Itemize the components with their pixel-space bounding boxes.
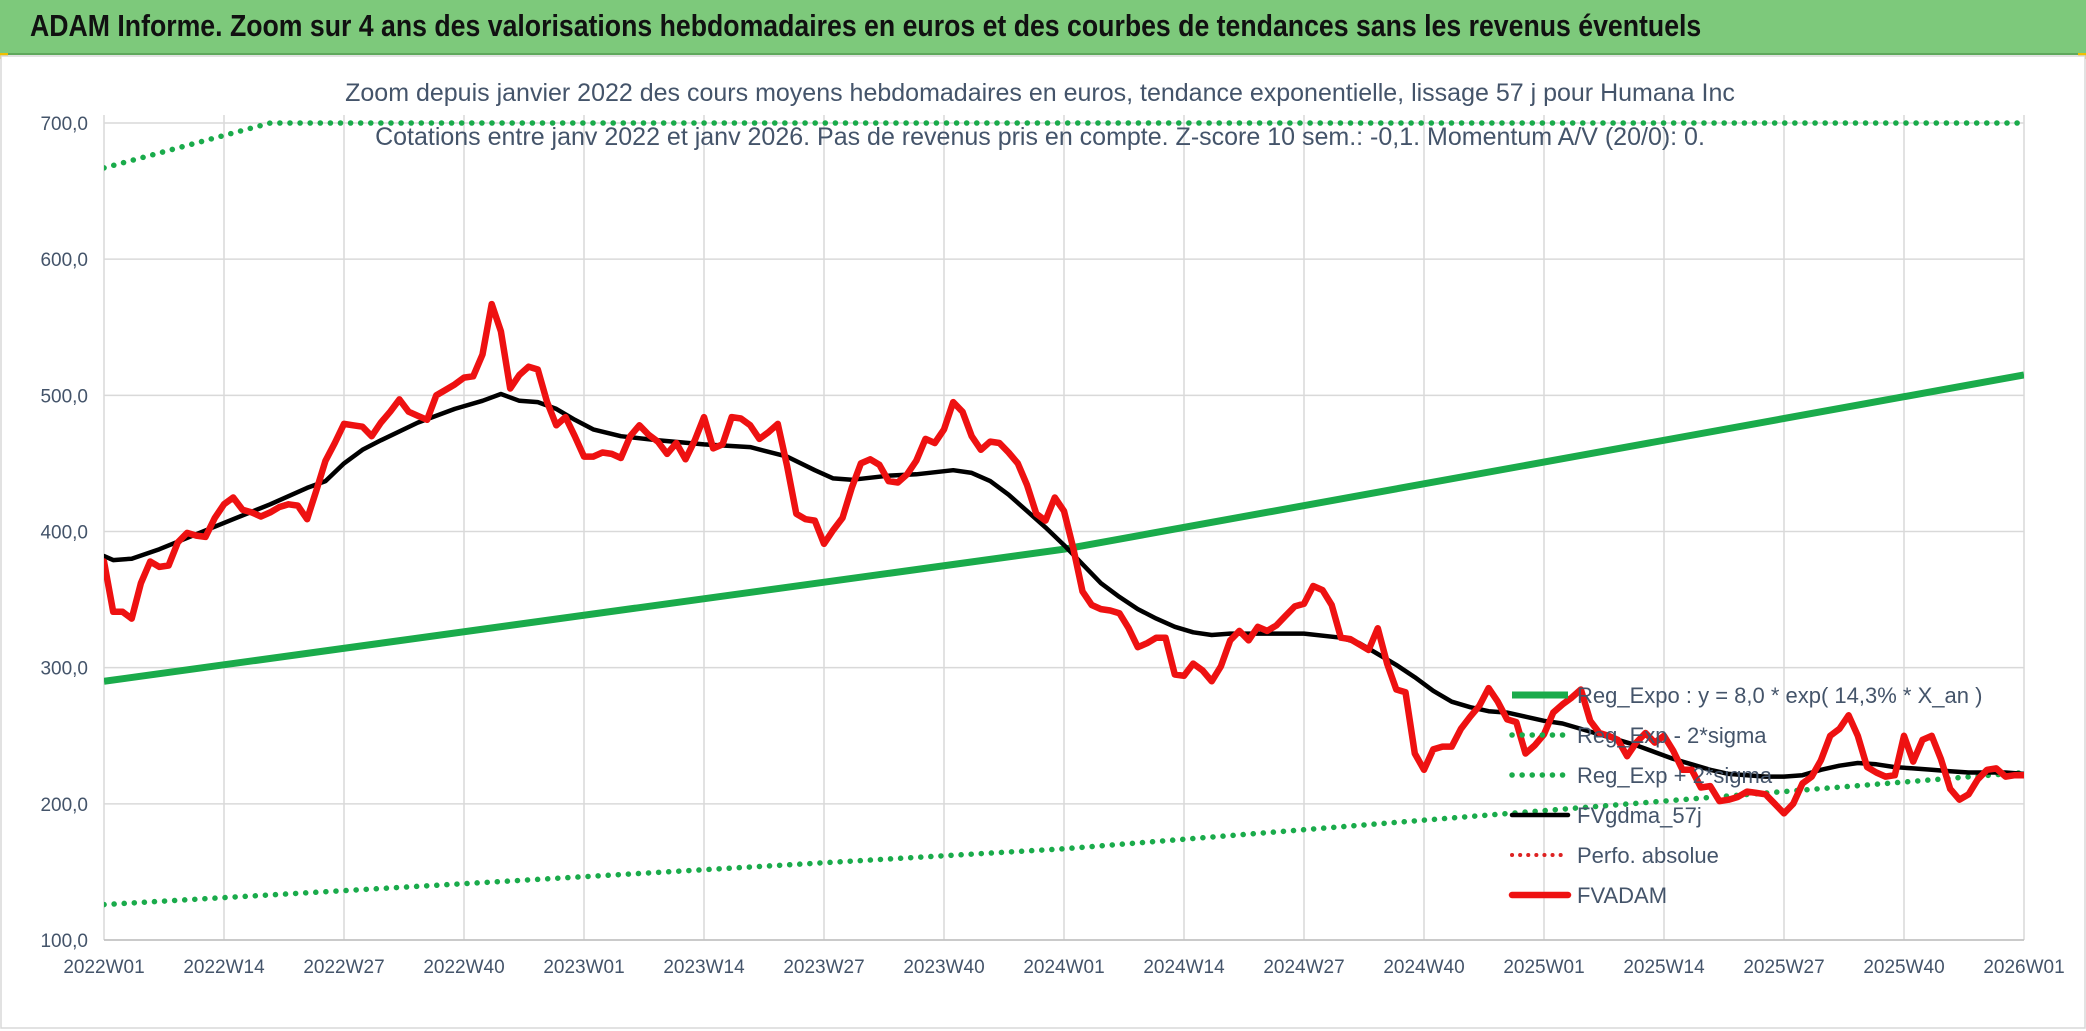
legend-label: Perfo. absolue bbox=[1577, 843, 1719, 868]
x-tick-label: 2023W27 bbox=[783, 957, 864, 978]
x-tick-label: 2025W27 bbox=[1743, 957, 1824, 978]
x-tick-label: 2024W01 bbox=[1023, 957, 1104, 978]
chart-grid bbox=[103, 115, 2025, 941]
x-tick-label: 2023W14 bbox=[663, 957, 745, 978]
report-title: ADAM Informe. Zoom sur 4 ans des valoris… bbox=[30, 8, 1702, 43]
x-tick-label: 2022W14 bbox=[183, 957, 265, 978]
x-tick-label: 2024W27 bbox=[1263, 957, 1344, 978]
series-line bbox=[104, 371, 2024, 685]
x-tick-label: 2025W40 bbox=[1863, 957, 1944, 978]
x-tick-label: 2022W27 bbox=[303, 957, 384, 978]
trend-chart: 100,0 200,0 300,0 400,0 500,0 600,0 700,0 2022W… bbox=[0, 55, 2086, 1029]
chart-axes: 100,0 200,0 300,0 400,0 500,0 600,0 700,0 2022W… bbox=[40, 114, 2064, 978]
y-tick-label: 700,0 bbox=[40, 114, 88, 135]
y-tick-label: 500,0 bbox=[40, 386, 88, 407]
x-tick-label: 2023W01 bbox=[543, 957, 624, 978]
x-tick-label: 2025W14 bbox=[1623, 957, 1705, 978]
legend-label: Reg_Exp - 2*sigma bbox=[1577, 723, 1767, 748]
legend-label: Reg_Expo : y = 8,0 * exp( 14,3% * X_an ) bbox=[1577, 683, 1982, 708]
chart-subtitle: Cotations entre janv 2022 et janv 2026. … bbox=[375, 123, 1705, 151]
legend-label: Reg_Exp + 2*sigma bbox=[1577, 763, 1773, 788]
series-line bbox=[104, 391, 2024, 779]
chart-title: Zoom depuis janvier 2022 des cours moyen… bbox=[345, 79, 1735, 107]
x-tick-label: 2022W40 bbox=[423, 957, 504, 978]
y-tick-label: 300,0 bbox=[40, 659, 88, 680]
legend-label: FVgdma_57j bbox=[1577, 803, 1702, 828]
y-tick-label: 100,0 bbox=[40, 931, 88, 952]
y-tick-label: 400,0 bbox=[40, 523, 88, 544]
x-tick-label: 2024W14 bbox=[1143, 957, 1225, 978]
y-tick-label: 200,0 bbox=[40, 795, 88, 816]
series-line bbox=[104, 300, 2024, 817]
chart-frame bbox=[0, 55, 2086, 1029]
x-tick-label: 2023W40 bbox=[903, 957, 984, 978]
series-line bbox=[104, 769, 2024, 908]
x-tick-label: 2025W01 bbox=[1503, 957, 1584, 978]
series-layer bbox=[104, 120, 2024, 908]
legend-label: FVADAM bbox=[1577, 883, 1667, 908]
y-tick-label: 600,0 bbox=[40, 250, 88, 271]
x-tick-label: 2024W40 bbox=[1383, 957, 1464, 978]
report-header: ADAM Informe. Zoom sur 4 ans des valoris… bbox=[0, 0, 2086, 55]
x-tick-label: 2026W01 bbox=[1983, 957, 2064, 978]
chart-legend: Reg_Expo : y = 8,0 * exp( 14,3% * X_an )… bbox=[1508, 683, 1982, 908]
x-tick-label: 2022W01 bbox=[63, 957, 144, 978]
